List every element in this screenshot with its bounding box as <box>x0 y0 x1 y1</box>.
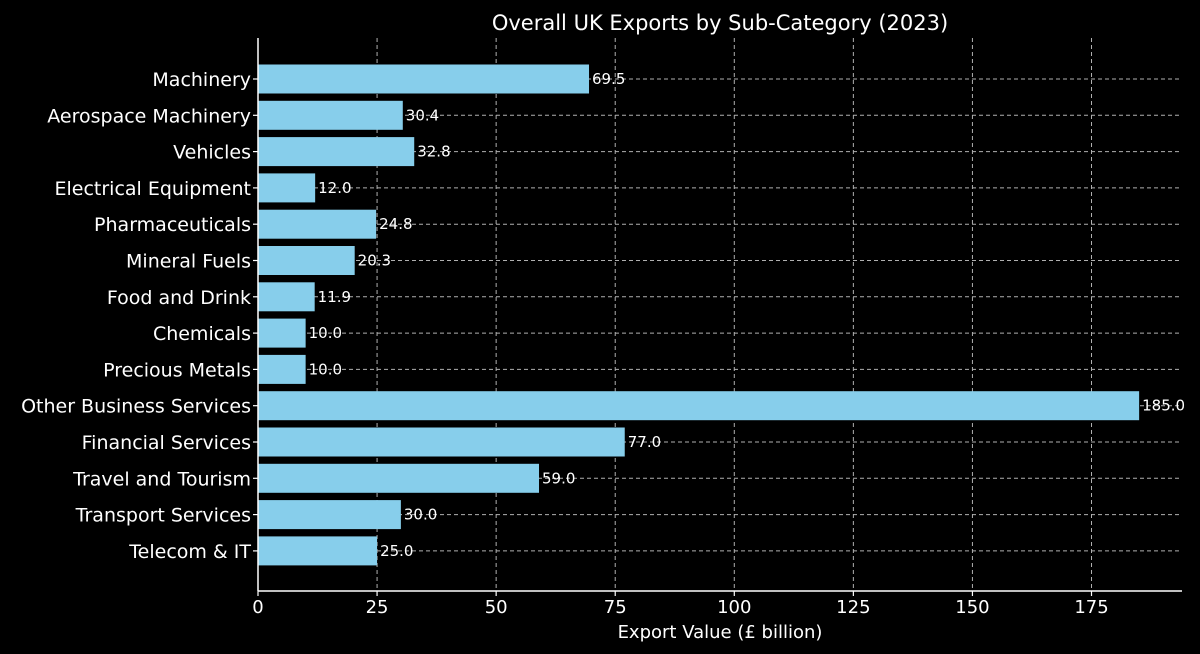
bar-value-label: 20.3 <box>358 252 391 270</box>
bar <box>258 173 316 203</box>
category-label: Mineral Fuels <box>126 251 251 273</box>
category-label: Precious Metals <box>103 359 251 381</box>
category-label: Travel and Tourism <box>72 468 251 490</box>
bar <box>258 354 306 384</box>
bar <box>258 318 306 348</box>
x-tick-label: 50 <box>485 597 508 618</box>
bar <box>258 391 1140 421</box>
bar <box>258 463 540 493</box>
bar <box>258 282 315 312</box>
category-label: Telecom & IT <box>128 541 251 563</box>
value-labels: 69.5 30.4 32.8 12.0 24.8 20.3 11.9 10.0 10.0 185.… <box>309 70 1185 560</box>
x-tick-label: 175 <box>1074 597 1108 618</box>
bar-value-label: 12.0 <box>318 179 351 197</box>
category-label: Food and Drink <box>107 287 251 309</box>
bar <box>258 64 590 94</box>
bar-value-label: 11.9 <box>318 288 351 306</box>
x-tick-label: 75 <box>604 597 627 618</box>
category-label: Electrical Equipment <box>54 178 251 200</box>
x-axis-title: Export Value (£ billion) <box>618 622 823 643</box>
category-label: Financial Services <box>82 432 251 454</box>
bar-value-label: 77.0 <box>628 433 661 451</box>
bar <box>258 246 355 275</box>
bar-value-label: 30.0 <box>404 506 437 524</box>
bar <box>258 209 377 239</box>
bar <box>258 427 625 457</box>
bar <box>258 137 415 167</box>
category-label: Other Business Services <box>21 396 251 418</box>
category-label: Aerospace Machinery <box>47 105 251 127</box>
bars <box>258 64 1140 566</box>
x-tick-label: 150 <box>955 597 989 618</box>
x-tick-labels: 0 25 50 75 100 125 150 175 <box>252 591 1109 618</box>
category-label: Vehicles <box>173 142 251 164</box>
category-label: Machinery <box>152 69 251 91</box>
bar <box>258 536 378 566</box>
category-label: Chemicals <box>153 323 251 345</box>
bar-value-label: 25.0 <box>380 542 413 560</box>
x-tick-label: 125 <box>836 597 870 618</box>
bar-value-label: 30.4 <box>406 106 439 124</box>
category-label: Pharmaceuticals <box>94 214 251 236</box>
bar <box>258 100 403 130</box>
bar-value-label: 69.5 <box>592 70 625 88</box>
bar <box>258 500 401 530</box>
bar-value-label: 10.0 <box>309 360 342 378</box>
chart-title: Overall UK Exports by Sub-Category (2023… <box>492 11 948 35</box>
bar-value-label: 32.8 <box>417 143 450 161</box>
x-tick-label: 0 <box>252 597 263 618</box>
x-tick-label: 100 <box>717 597 751 618</box>
category-labels: Machinery Aerospace Machinery Vehicles Elec… <box>21 69 258 563</box>
bar-value-label: 24.8 <box>379 215 412 233</box>
category-label: Transport Services <box>75 505 251 527</box>
bar-value-label: 10.0 <box>309 324 342 342</box>
x-tick-label: 25 <box>366 597 389 618</box>
bar-value-label: 59.0 <box>542 469 575 487</box>
bar-value-label: 185.0 <box>1142 397 1185 415</box>
